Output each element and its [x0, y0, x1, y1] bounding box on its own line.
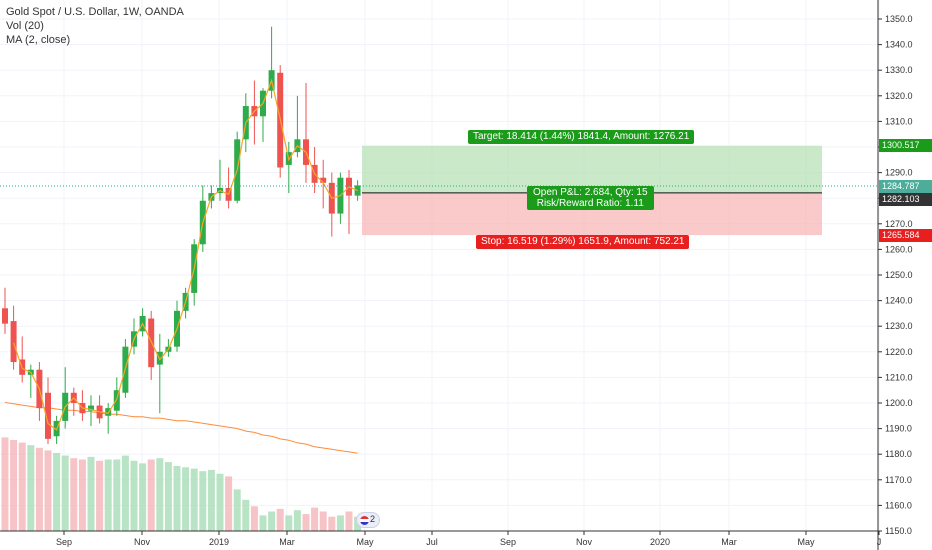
candle-body [88, 405, 94, 411]
price-tick-label: 1290.0 [885, 168, 913, 178]
volume-bar [328, 516, 336, 531]
stop-label[interactable]: Stop: 16.519 (1.29%) 1651.9, Amount: 752… [476, 235, 690, 249]
volume-indicator-label[interactable]: Vol (20) [6, 20, 44, 32]
candle-body [113, 390, 120, 411]
volume-bar [1, 437, 9, 531]
volume-bar [233, 489, 241, 531]
price-tick-label: 1330.0 [885, 65, 913, 75]
volume-bar [345, 511, 353, 531]
volume-bar [216, 473, 224, 531]
event-flag-icon[interactable]: 2 [356, 512, 380, 528]
volume-bar [61, 455, 69, 531]
ma-line [13, 78, 358, 431]
price-tick-label: 1250.0 [885, 270, 913, 280]
time-tick-label: 2020 [650, 537, 670, 547]
time-tick-label: 2019 [209, 537, 229, 547]
price-tick-label: 1200.0 [885, 398, 913, 408]
price-tick-label: 1240.0 [885, 296, 913, 306]
volume-bar [164, 462, 172, 531]
candle-body [10, 321, 17, 363]
price-tick-label: 1350.0 [885, 14, 913, 24]
volume-bar [302, 514, 310, 531]
volume-bar [311, 507, 319, 531]
price-tick-label: 1150.0 [885, 526, 912, 536]
volume-bar [173, 466, 181, 531]
volume-bar [293, 510, 301, 531]
volume-bar [96, 460, 104, 531]
volume-bar [156, 458, 164, 531]
price-tick-label: 1160.0 [885, 500, 912, 510]
symbol-title: Gold Spot / U.S. Dollar, 1W, OANDA [6, 6, 184, 18]
candle-body [2, 308, 8, 324]
price-tick-label: 1230.0 [885, 321, 913, 331]
price-tick-label: 1320.0 [885, 91, 913, 101]
candle-body [45, 392, 51, 439]
volume-bar [10, 440, 18, 531]
pnl-box[interactable]: Open P&L: 2.684, Qty: 15 Risk/Reward Rat… [527, 186, 654, 210]
volume-bar [78, 459, 86, 531]
stop-price-label: 1265.584 [879, 229, 932, 242]
price-tick-label: 1170.0 [885, 475, 912, 485]
volume-bar [35, 447, 43, 531]
volume-bar [70, 458, 78, 531]
event-count: 2 [370, 514, 376, 524]
volume-bar [259, 515, 267, 531]
ma-indicator-label[interactable]: MA (2, close) [6, 34, 71, 46]
volume-bar [190, 468, 198, 531]
volume-bar [225, 476, 233, 531]
flag-icon [360, 516, 369, 525]
time-tick-label: Jul [426, 537, 438, 547]
time-tick-label: Sep [500, 537, 516, 547]
target-label[interactable]: Target: 18.414 (1.44%) 1841.4, Amount: 1… [468, 130, 695, 144]
candle-body [320, 177, 327, 183]
risk-reward-text: Risk/Reward Ratio: 1.11 [536, 198, 644, 209]
price-tick-label: 1190.0 [885, 424, 912, 434]
volume-bar [242, 499, 250, 531]
chart-legend: Gold Spot / U.S. Dollar, 1W, OANDA Vol (… [6, 5, 184, 47]
volume-bar [182, 467, 190, 531]
time-tick-label: Mar [721, 537, 737, 547]
time-tick-label: May [356, 537, 374, 547]
volume-bar [207, 469, 215, 531]
volume-bar [104, 459, 112, 531]
time-tick-label: Nov [134, 537, 151, 547]
volume-bar [147, 459, 155, 531]
volume-bar [27, 445, 35, 531]
open-pnl-text: Open P&L: 2.684, Qty: 15 [533, 187, 648, 198]
price-tick-label: 1310.0 [885, 116, 913, 126]
time-tick-label: Mar [279, 537, 295, 547]
time-tick-label: Nov [576, 537, 593, 547]
price-tick-label: 1210.0 [885, 372, 913, 382]
volume-bar [319, 511, 327, 531]
volume-bar [268, 511, 276, 531]
time-tick-label: Sep [56, 537, 72, 547]
candle-body [105, 408, 112, 416]
volume-bar [285, 515, 293, 531]
current-price-label: 1284.787 [879, 180, 932, 193]
price-tick-label: 1220.0 [885, 347, 913, 357]
volume-bar [250, 506, 258, 531]
volume-bar [44, 450, 52, 531]
target-price-label: 1300.517 [879, 139, 932, 152]
volume-bar [199, 471, 207, 531]
price-tick-label: 1340.0 [885, 40, 913, 50]
price-tick-label: 1270.0 [885, 219, 913, 229]
time-tick-label: J [877, 537, 882, 547]
price-tick-label: 1180.0 [885, 449, 912, 459]
volume-bar [139, 463, 147, 531]
volume-bar [87, 456, 95, 531]
volume-bar [276, 508, 284, 531]
price-tick-label: 1260.0 [885, 244, 913, 254]
time-tick-label: May [797, 537, 815, 547]
volume-bar [113, 459, 121, 531]
target-zone [362, 145, 822, 193]
volume-bar [53, 453, 61, 531]
entry-price-label: 1282.103 [879, 193, 932, 206]
volume-bar [121, 455, 129, 531]
volume-bar [18, 442, 26, 531]
volume-bar [130, 460, 138, 531]
volume-bar [336, 515, 344, 531]
